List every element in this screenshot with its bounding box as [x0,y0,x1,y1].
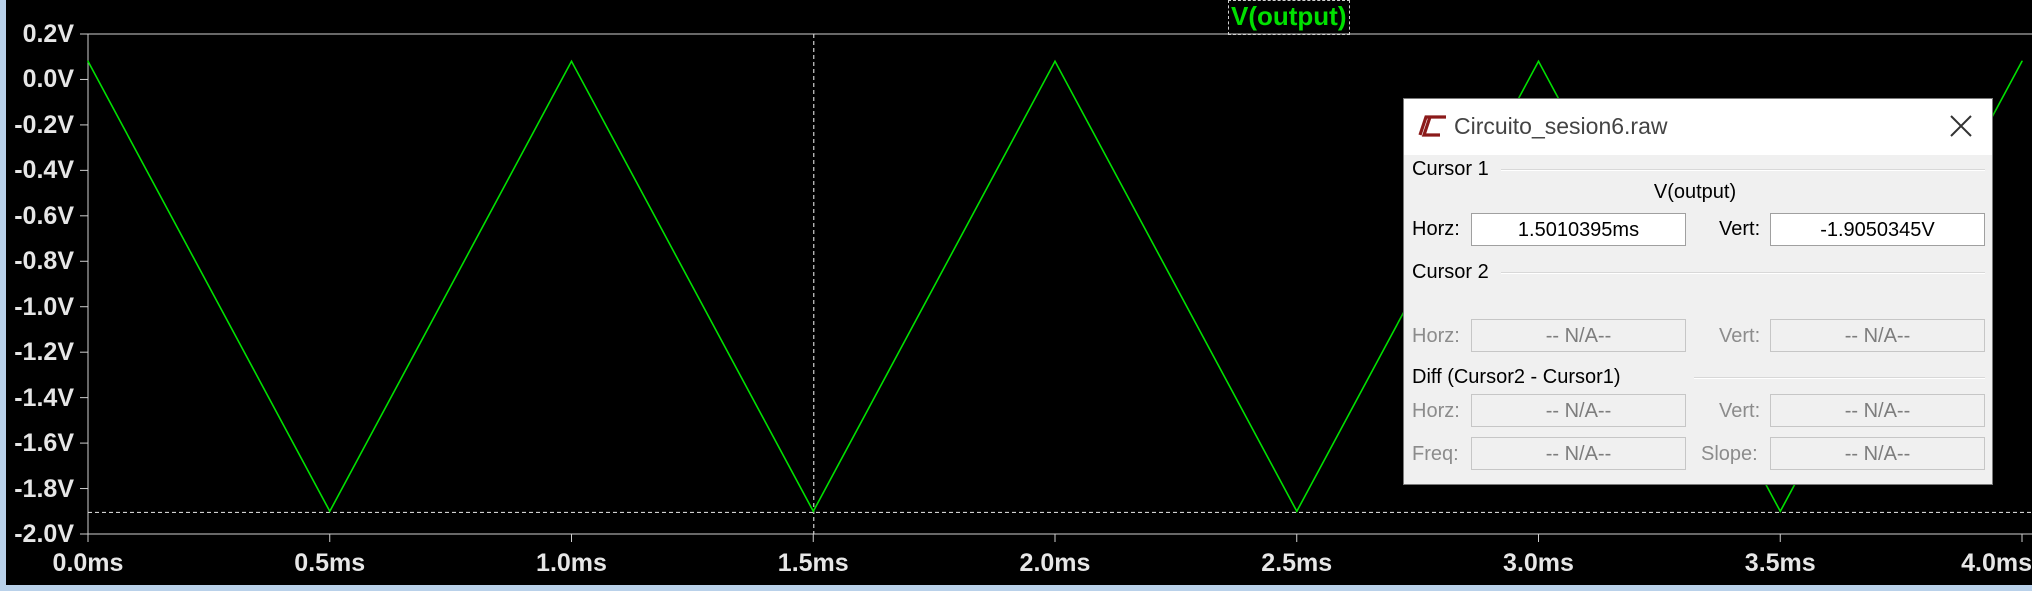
cursor-readout-dialog[interactable]: Circuito_sesion6.raw Cursor 1 V(output) … [1403,98,1993,485]
diff-vert-label: Vert: [1719,400,1761,422]
x-tick-label: 4.0ms [1961,549,2032,577]
y-tick-label: -1.8V [14,474,74,503]
x-tick-label: 1.0ms [536,549,607,577]
y-tick-label: -2.0V [14,520,74,548]
cursor2-horz-field: -- N/A-- [1471,319,1686,352]
x-tick-label: 2.5ms [1261,549,1333,577]
x-tick-label: 3.5ms [1744,549,1816,577]
x-tick-label: 3.0ms [1503,549,1574,577]
diff-freq-label: Freq: [1412,443,1459,465]
trace-point [87,60,89,63]
y-tick-label: -0.8V [14,247,74,276]
x-tick-label: 2.0ms [1019,549,1091,577]
cursor1-horz-field[interactable]: 1.5010395ms [1471,213,1686,246]
plot-axes [80,33,2032,542]
cursor1-vert-label: Vert: [1719,218,1761,240]
cursor2-heading: Cursor 2 [1412,261,1489,283]
trace-point [1537,60,1540,63]
y-tick-label: -0.6V [14,201,74,230]
cursor2-vert-label: Vert: [1719,325,1761,347]
x-tick-label: 0.5ms [294,549,366,577]
diff-heading: Diff (Cursor2 - Cursor1) [1412,366,1621,388]
trace-point [328,510,331,513]
trace-point [812,510,815,513]
trace-point [1779,510,1782,513]
cursor1-vert-field[interactable]: -1.9050345V [1770,213,1985,246]
y-tick-label: 0.0V [22,65,74,94]
x-tick-label: 0.0ms [52,549,124,577]
trace-point [570,60,573,63]
diff-vert-field: -- N/A-- [1770,394,1985,427]
diff-slope-field: -- N/A-- [1770,437,1985,470]
cursor2-horz-label: Horz: [1412,325,1460,347]
y-tick-label: -0.2V [14,110,74,139]
close-icon[interactable] [1948,113,1974,139]
diff-divider [1694,377,1985,379]
dialog-titlebar[interactable]: Circuito_sesion6.raw [1404,99,1992,155]
ltspice-logo-icon [1418,115,1446,137]
x-tick-label: 1.5ms [777,549,849,577]
y-tick-label: 0.2V [22,20,74,48]
trace-label[interactable]: V(output) [1228,0,1350,35]
cursor1-trace-name: V(output) [1653,181,1737,203]
y-tick-label: -0.4V [14,156,74,185]
cursor2-vert-field: -- N/A-- [1770,319,1985,352]
trace-point [1295,510,1298,513]
diff-horz-field: -- N/A-- [1471,394,1686,427]
dialog-title: Circuito_sesion6.raw [1454,113,1668,139]
cursor1-horz-label: Horz: [1412,218,1460,240]
diff-slope-label: Slope: [1701,443,1758,465]
window-border-left [0,0,6,591]
cursor-crosshair[interactable] [88,34,2032,534]
cursor1-divider [1501,169,1985,171]
trace-point [1054,60,1056,63]
window-border-bottom [0,585,2032,591]
y-tick-label: -1.0V [14,292,74,321]
y-tick-label: -1.4V [14,383,74,412]
diff-horz-label: Horz: [1412,400,1460,422]
trace-point [2021,60,2023,63]
cursor2-divider [1501,272,1985,274]
y-tick-label: -1.6V [14,429,74,458]
diff-freq-field: -- N/A-- [1471,437,1686,470]
y-tick-label: -1.2V [14,338,74,367]
cursor1-heading: Cursor 1 [1412,158,1489,180]
